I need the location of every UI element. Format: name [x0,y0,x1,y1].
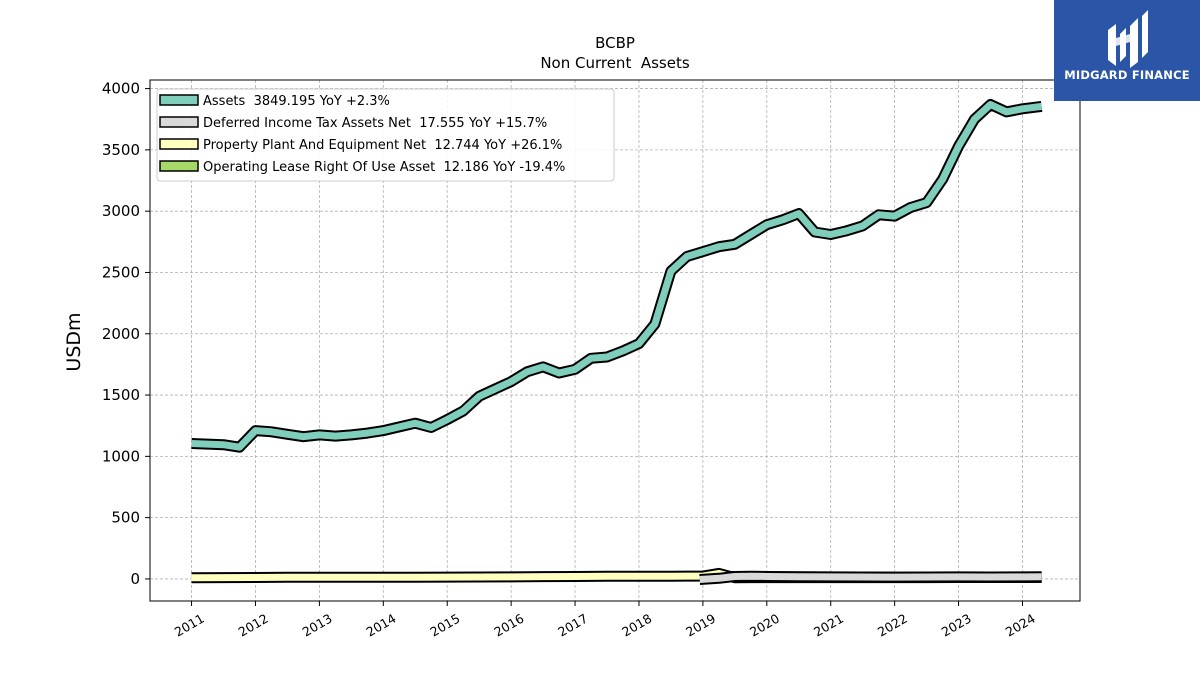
legend-swatch [159,94,199,106]
legend-box [156,88,615,182]
y-axis-label: USDm [63,312,85,371]
y-tick-label: 0 [130,570,140,588]
x-tick-label: 2013 [300,611,335,640]
brand-name: MIDGARD FINANCE [1064,68,1190,82]
legend-swatch [159,160,199,172]
legend-swatch [159,116,199,128]
series-line [699,572,1042,583]
y-tick-label: 2500 [102,263,140,281]
chart-subtitle: Non Current Assets [540,54,690,72]
x-tick-label: 2018 [619,611,654,640]
x-tick-label: 2020 [747,611,782,640]
x-tick-label: 2014 [364,611,399,640]
chart-title: BCBP [595,34,635,52]
series-1 [699,570,1042,585]
series-line [191,101,1043,451]
legend: Assets 3849.195 YoY +2.3% Deferred Income… [156,88,615,182]
x-tick-label: 2017 [555,611,590,640]
y-tick-label: 3500 [102,141,140,159]
midgard-logo-icon [1108,10,1148,68]
y-tick-label: 500 [111,509,140,527]
plot-frame [149,79,1081,602]
x-tick-label: 2019 [683,611,718,640]
brand-logo: MIDGARD FINANCE [1054,0,1200,101]
y-tick-label: 2000 [102,325,140,343]
y-tick-label: 1500 [102,386,140,404]
x-tick-label: 2024 [1003,611,1038,640]
legend-entry-label: Deferred Income Tax Assets Net 17.555 Yo… [203,116,547,131]
x-tick-label: 2016 [491,611,526,640]
y-tick-label: 3000 [102,202,140,220]
x-tick-label: 2023 [939,611,974,640]
x-tick-label: 2011 [172,611,207,640]
x-tick-label: 2012 [236,611,271,640]
legend-entry-label: Property Plant And Equipment Net 12.744 … [203,138,562,153]
y-tick-label: 4000 [102,80,140,98]
y-tick-label: 1000 [102,447,140,465]
x-tick-label: 2015 [427,611,462,640]
legend-entry-label: Operating Lease Right Of Use Asset 12.18… [203,160,565,175]
x-tick-label: 2021 [811,611,846,640]
series-layer [191,99,1043,585]
legend-swatch [159,138,199,150]
series-0 [191,99,1043,453]
legend-entry-label: Assets 3849.195 YoY +2.3% [203,94,390,109]
x-tick-label: 2022 [875,611,910,640]
